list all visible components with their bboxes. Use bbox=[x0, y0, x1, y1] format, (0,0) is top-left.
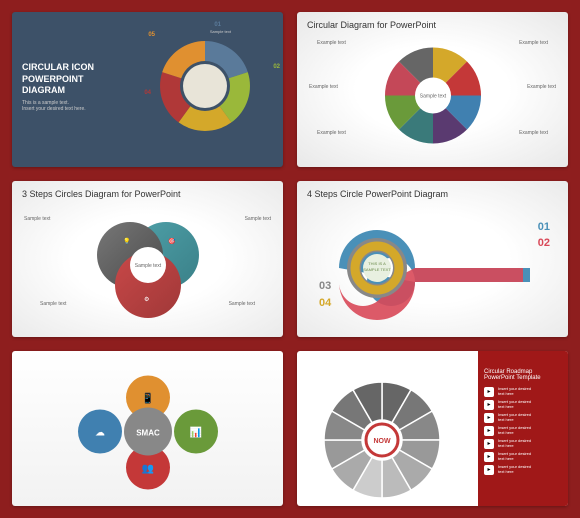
svg-text:📊: 📊 bbox=[189, 426, 201, 439]
smac-diagram: SMAC 📱 📊 ☁ 👥 bbox=[68, 370, 228, 500]
roadmap-item-icon: ▸ bbox=[484, 426, 494, 436]
c2-label-bl: Example text bbox=[317, 130, 346, 136]
c3-label-1: Sample text bbox=[24, 216, 50, 222]
c2-label-tl: Example text bbox=[317, 40, 346, 46]
card-smac: SMAC 📱 📊 ☁ 👥 bbox=[12, 351, 283, 506]
svg-text:☁: ☁ bbox=[95, 428, 105, 439]
c2-label-mr: Example text bbox=[527, 84, 556, 90]
svg-text:⚙: ⚙ bbox=[144, 296, 149, 303]
seg-label-01: Sample text bbox=[210, 29, 231, 34]
spiral-4steps: THIS IS A SAMPLE TEXT bbox=[332, 213, 532, 323]
seg-num-03: 03 bbox=[218, 122, 225, 128]
c4-num-03: 03 bbox=[319, 280, 331, 292]
c4-num-04: 04 bbox=[319, 297, 331, 309]
card2-title: Circular Diagram for PowerPoint bbox=[307, 20, 436, 30]
svg-text:SMAC: SMAC bbox=[136, 429, 160, 438]
c2-label-br: Example text bbox=[519, 130, 548, 136]
venn-3circles: Sample text 💡 🎯 ⚙ bbox=[78, 213, 218, 328]
roadmap-item-icon: ▸ bbox=[484, 413, 494, 423]
svg-text:Sample text: Sample text bbox=[419, 93, 446, 99]
roadmap-item: ▸ Insert your desiredtext here bbox=[484, 439, 562, 449]
roadmap-item-icon: ▸ bbox=[484, 465, 494, 475]
roadmap-sidebar: Circular Roadmap PowerPoint Template ▸ In… bbox=[478, 351, 568, 506]
c2-label-tr: Example text bbox=[519, 40, 548, 46]
card-4steps: 4 Steps Circle PowerPoint Diagram THIS I… bbox=[297, 181, 568, 336]
roadmap-item-text: Insert your desiredtext here bbox=[498, 400, 531, 409]
roadmap-item-icon: ▸ bbox=[484, 439, 494, 449]
svg-text:🎯: 🎯 bbox=[168, 237, 176, 245]
c2-label-ml: Example text bbox=[309, 84, 338, 90]
c4-num-02: 02 bbox=[538, 237, 550, 249]
roadmap-item: ▸ Insert your desiredtext here bbox=[484, 400, 562, 410]
roadmap-item-icon: ▸ bbox=[484, 387, 494, 397]
roadmap-item-text: Insert your desiredtext here bbox=[498, 426, 531, 435]
roadmap-item: ▸ Insert your desiredtext here bbox=[484, 387, 562, 397]
card1-subtitle: This is a sample text. Insert your desir… bbox=[22, 100, 86, 112]
svg-text:👥: 👥 bbox=[141, 464, 153, 475]
card-3steps: 3 Steps Circles Diagram for PowerPoint S… bbox=[12, 181, 283, 336]
card3-title: 3 Steps Circles Diagram for PowerPoint bbox=[22, 189, 181, 199]
svg-text:📱: 📱 bbox=[141, 392, 153, 405]
c3-label-2: Sample text bbox=[245, 216, 271, 222]
seg-num-01: 01 bbox=[214, 22, 221, 28]
roadmap-item-text: Insert your desiredtext here bbox=[498, 439, 531, 448]
roadmap-item-text: Insert your desiredtext here bbox=[498, 387, 531, 396]
roadmap-item-icon: ▸ bbox=[484, 400, 494, 410]
c3-label-4: Sample text bbox=[229, 301, 255, 307]
roadmap-item-text: Insert your desiredtext here bbox=[498, 413, 531, 422]
seg-num-02: 02 bbox=[273, 64, 280, 70]
c3-label-3: Sample text bbox=[40, 301, 66, 307]
roadmap-item-text: Insert your desiredtext here bbox=[498, 465, 531, 474]
svg-text:NOW: NOW bbox=[373, 438, 391, 445]
card-circular-icon: CIRCULAR ICON POWERPOINT DIAGRAM This is… bbox=[12, 12, 283, 167]
donut-chart bbox=[143, 24, 268, 149]
svg-text:SAMPLE TEXT: SAMPLE TEXT bbox=[363, 267, 391, 272]
card6-title: Circular Roadmap PowerPoint Template bbox=[484, 369, 562, 381]
card-roadmap: NOW Circular Roadmap PowerPoint Template… bbox=[297, 351, 568, 506]
svg-text:Sample text: Sample text bbox=[134, 263, 161, 269]
roadmap-item: ▸ Insert your desiredtext here bbox=[484, 465, 562, 475]
roadmap-item: ▸ Insert your desiredtext here bbox=[484, 452, 562, 462]
roadmap-item-icon: ▸ bbox=[484, 452, 494, 462]
roadmap-item: ▸ Insert your desiredtext here bbox=[484, 426, 562, 436]
roadmap-wheel: NOW bbox=[305, 373, 460, 503]
pie-8-segments: Sample text bbox=[378, 40, 488, 150]
seg-num-05: 05 bbox=[148, 32, 155, 38]
svg-text:💡: 💡 bbox=[123, 237, 130, 245]
seg-num-04: 04 bbox=[144, 90, 151, 96]
svg-text:THIS IS A: THIS IS A bbox=[368, 261, 386, 266]
roadmap-item: ▸ Insert your desiredtext here bbox=[484, 413, 562, 423]
card-circular-diagram: Circular Diagram for PowerPoint Sample t… bbox=[297, 12, 568, 167]
roadmap-item-text: Insert your desiredtext here bbox=[498, 452, 531, 461]
card1-title: CIRCULAR ICON POWERPOINT DIAGRAM bbox=[22, 62, 94, 97]
card4-title: 4 Steps Circle PowerPoint Diagram bbox=[307, 189, 448, 199]
c4-num-01: 01 bbox=[538, 221, 550, 233]
